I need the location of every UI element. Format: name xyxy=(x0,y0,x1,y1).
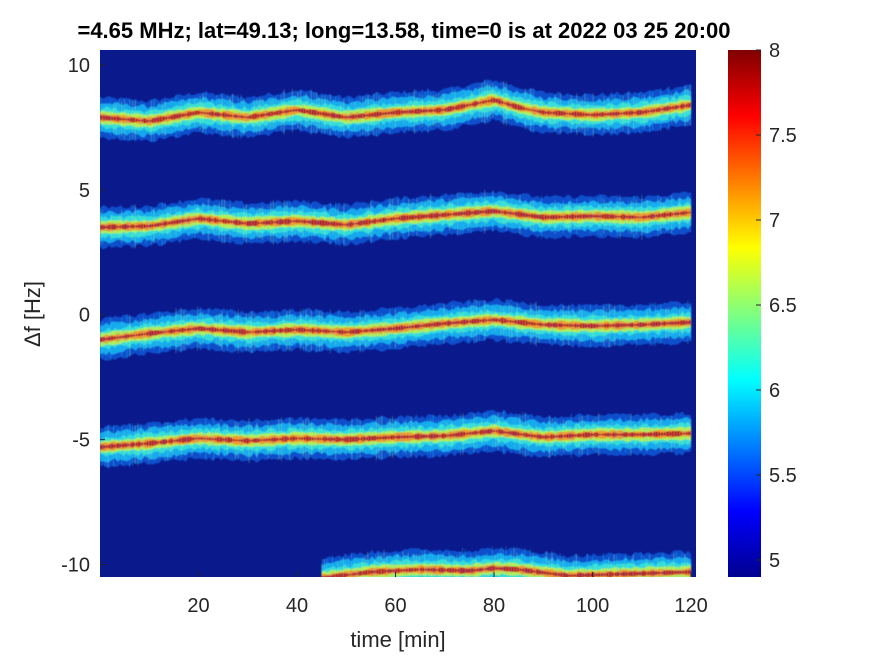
x-tick-label: 80 xyxy=(483,595,505,617)
y-tick-label: 5 xyxy=(79,180,90,202)
x-tick-label: 60 xyxy=(384,595,406,617)
colorbar-ticks: 5 5.5 6 6.5 7 7.5 8 xyxy=(756,40,797,572)
x-tick-label: 40 xyxy=(286,595,308,617)
spectral-bands xyxy=(100,79,692,577)
x-tick-label: 20 xyxy=(187,595,209,617)
y-tick-label: 0 xyxy=(79,305,90,327)
x-axis-ticks: 20 40 60 80 100 120 xyxy=(187,572,708,617)
y-tick-label: 10 xyxy=(68,55,90,77)
x-tick-label: 100 xyxy=(576,595,609,617)
y-tick-label: -10 xyxy=(61,555,90,577)
colorbar: 5 5.5 6 6.5 7 7.5 8 xyxy=(728,40,797,577)
colorbar-tick-label: 7 xyxy=(769,210,780,232)
colorbar-tick-label: 5 xyxy=(769,550,780,572)
band-0 xyxy=(100,79,692,143)
y-axis-label: Δf [Hz] xyxy=(20,281,45,347)
band-3 xyxy=(100,409,692,469)
chart-title: =4.65 MHz; lat=49.13; long=13.58, time=0… xyxy=(77,18,730,43)
x-tick-label: 120 xyxy=(674,595,707,617)
heatmap-plot-area xyxy=(100,50,696,577)
colorbar-tick-label: 6 xyxy=(769,380,780,402)
colorbar-tick-label: 5.5 xyxy=(769,465,797,487)
y-tick-label: -5 xyxy=(72,430,90,452)
band-3-layer-5 xyxy=(100,428,692,450)
colorbar-tick-label: 8 xyxy=(769,40,780,62)
band-1 xyxy=(100,189,692,250)
y-axis-ticks: 10 5 0 -5 -10 xyxy=(61,55,105,577)
colorbar-gradient xyxy=(728,50,761,577)
colorbar-tick-label: 7.5 xyxy=(769,125,797,147)
colorbar-tick-label: 6.5 xyxy=(769,295,797,317)
band-2 xyxy=(100,297,692,361)
band-4 xyxy=(321,546,692,577)
x-axis-label: time [min] xyxy=(350,627,445,652)
